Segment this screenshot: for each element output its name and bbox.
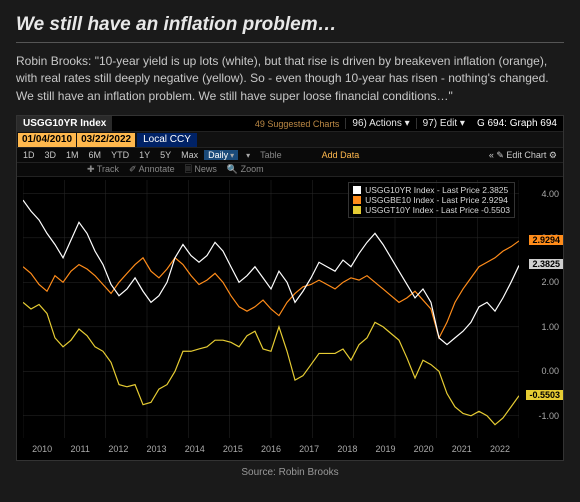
date-to-input[interactable]: 03/22/2022 bbox=[77, 133, 135, 147]
graph-label: G 694: Graph 694 bbox=[471, 118, 563, 129]
terminal-header: USGG10YR Index 49 Suggested Charts 96) A… bbox=[17, 116, 563, 132]
x-tick: 2011 bbox=[61, 438, 99, 460]
timeframe-1y[interactable]: 1Y bbox=[135, 150, 154, 160]
chart-plot-area bbox=[23, 180, 519, 438]
timeframe-max[interactable]: Max bbox=[177, 150, 202, 160]
y-tick: 4.00 bbox=[541, 189, 559, 199]
legend-row: USGGBE10 Index - Last Price 2.9294 bbox=[353, 195, 510, 205]
timeframe-1m[interactable]: 1M bbox=[62, 150, 83, 160]
price-tag: 2.3825 bbox=[529, 259, 563, 269]
legend-row: USGG10YR Index - Last Price 2.3825 bbox=[353, 185, 510, 195]
y-tick: 1.00 bbox=[541, 322, 559, 332]
table-view-button[interactable]: Table bbox=[256, 150, 286, 160]
timeframe-toolbar: 1D3D1M6MYTD1Y5YMaxDaily Table Add Data « ✎… bbox=[17, 148, 563, 163]
x-tick: 2020 bbox=[405, 438, 443, 460]
date-range-row: 01/04/2010 03/22/2022 Local CCY bbox=[17, 132, 563, 148]
x-tick: 2017 bbox=[290, 438, 328, 460]
ticker-symbol: USGG10YR Index bbox=[17, 116, 112, 132]
x-tick: 2019 bbox=[366, 438, 404, 460]
legend-label: USGGBE10 Index - Last Price 2.9294 bbox=[365, 195, 508, 205]
chart-type-dropdown[interactable] bbox=[240, 150, 254, 160]
source-attribution: Source: Robin Brooks bbox=[16, 467, 564, 478]
x-tick: 2014 bbox=[176, 438, 214, 460]
chart-tool[interactable]: 🔍 Zoom bbox=[227, 164, 264, 175]
timeframe-6m[interactable]: 6M bbox=[85, 150, 106, 160]
timeframe-1d[interactable]: 1D bbox=[19, 150, 39, 160]
suggested-charts[interactable]: 49 Suggested Charts bbox=[249, 119, 346, 129]
timeframe-5y[interactable]: 5Y bbox=[156, 150, 175, 160]
chart-tools-row: ✚ Track ✐ Annotate 🗏 News 🔍 Zoom bbox=[17, 163, 563, 177]
x-tick: 2010 bbox=[23, 438, 61, 460]
x-axis: 2010201120122013201420152016201720182019… bbox=[23, 438, 519, 460]
actions-menu[interactable]: 96) Actions ▾ bbox=[345, 118, 415, 129]
date-from-input[interactable]: 01/04/2010 bbox=[18, 133, 76, 147]
bloomberg-terminal: USGG10YR Index 49 Suggested Charts 96) A… bbox=[16, 115, 564, 461]
legend-label: USGG10YR Index - Last Price 2.3825 bbox=[365, 185, 508, 195]
quote-text: Robin Brooks: "10-year yield is up lots … bbox=[16, 53, 564, 105]
x-tick: 2018 bbox=[328, 438, 366, 460]
timeframe-3d[interactable]: 3D bbox=[41, 150, 61, 160]
x-tick: 2012 bbox=[99, 438, 137, 460]
y-axis: -1.000.001.002.003.004.002.92942.3825-0.… bbox=[519, 180, 563, 438]
x-tick: 2021 bbox=[443, 438, 481, 460]
currency-selector[interactable]: Local CCY bbox=[137, 133, 197, 147]
timeframe-ytd[interactable]: YTD bbox=[107, 150, 133, 160]
title-divider bbox=[16, 42, 564, 43]
y-tick: -1.00 bbox=[538, 411, 559, 421]
timeframe-daily-dropdown[interactable]: Daily bbox=[204, 150, 238, 160]
add-data-button[interactable]: Add Data bbox=[318, 150, 364, 160]
price-tag: 2.9294 bbox=[529, 235, 563, 245]
x-tick: 2013 bbox=[137, 438, 175, 460]
x-tick: 2016 bbox=[252, 438, 290, 460]
chart-tool[interactable]: ✐ Annotate bbox=[129, 164, 175, 175]
legend-row: USGGT10Y Index - Last Price -0.5503 bbox=[353, 205, 510, 215]
chart-tool[interactable]: ✚ Track bbox=[87, 164, 119, 175]
legend-swatch bbox=[353, 196, 361, 204]
legend-swatch bbox=[353, 186, 361, 194]
chart-legend: USGG10YR Index - Last Price 2.3825USGGBE… bbox=[348, 182, 515, 218]
legend-label: USGGT10Y Index - Last Price -0.5503 bbox=[365, 205, 510, 215]
x-tick: 2022 bbox=[481, 438, 519, 460]
page-title: We still have an inflation problem… bbox=[16, 14, 564, 36]
legend-swatch bbox=[353, 206, 361, 214]
price-tag: -0.5503 bbox=[526, 390, 563, 400]
chart-tool[interactable]: 🗏 News bbox=[185, 162, 217, 178]
y-tick: 0.00 bbox=[541, 366, 559, 376]
edit-menu[interactable]: 97) Edit ▾ bbox=[416, 118, 471, 129]
x-tick: 2015 bbox=[214, 438, 252, 460]
edit-chart-button[interactable]: « ✎ Edit Chart ⚙ bbox=[485, 150, 563, 161]
y-tick: 2.00 bbox=[541, 277, 559, 287]
